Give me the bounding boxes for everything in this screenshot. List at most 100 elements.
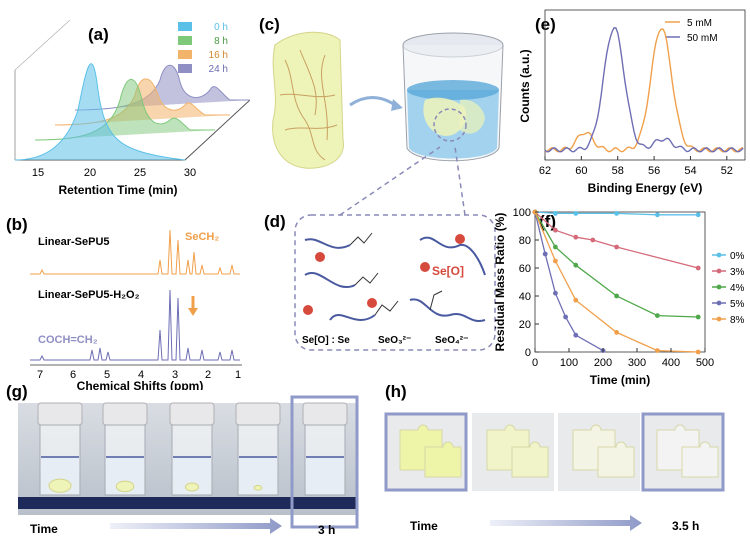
panel-c-illustration: (c) [259, 15, 504, 169]
panel-d-label: (d) [264, 212, 286, 231]
chart-f-point [553, 211, 558, 216]
acrylate-groups [349, 232, 443, 316]
chart-f-legend-label: 3% [730, 267, 745, 278]
chart-f-ytick-label: 80 [519, 235, 531, 247]
legend-8h: 8 h [214, 36, 228, 47]
chart-f-legend-label: 0% [730, 251, 745, 262]
chart-e-frame [544, 9, 746, 161]
svg-text:7: 7 [37, 369, 43, 381]
svg-text:6: 6 [70, 369, 76, 381]
trace2-label: Linear-SePU5-H₂O₂ [38, 289, 140, 301]
trace-sepu5-h2o2 [30, 289, 240, 361]
trace1-label: Linear-SePU5 [38, 236, 110, 248]
chart-f-xtick-label: 400 [662, 357, 680, 369]
chart-f-point [563, 314, 568, 320]
chart-e-tick-label: 62 [539, 165, 551, 177]
svg-text:20: 20 [84, 167, 96, 179]
legend-16h: 16 h [209, 50, 228, 61]
puzzle-piece [424, 441, 462, 478]
puzzle-frame [472, 413, 554, 491]
chart-f-ytick-label: 0 [525, 347, 531, 359]
chart-f-point [573, 234, 579, 240]
chart-f-line-4 [534, 211, 699, 353]
panel-a-xlabel: Retention Time (min) [58, 183, 177, 197]
se-oxidant-dots [303, 234, 465, 315]
svg-text:SeO₄²⁻: SeO₄²⁻ [435, 335, 468, 346]
panel-b-xlabel: Chemical Shifts (ppm) [77, 379, 204, 390]
svg-text:25: 25 [134, 167, 146, 179]
chart-f-point [590, 237, 596, 243]
chart-f-legend-marker [716, 300, 722, 306]
puzzle-piece [511, 441, 549, 478]
vial [235, 402, 281, 496]
panel-h-photo: (h) Time 3.5 h [384, 385, 725, 533]
chart-f-xtick-label: 500 [696, 357, 714, 369]
chart-f-ytick-label: 100 [513, 207, 531, 219]
se-o-label: Se[O] [432, 264, 464, 278]
chart-f-xtick-label: 200 [594, 357, 612, 369]
chart-f-point [655, 348, 660, 353]
chart-f-xtick-label: 0 [532, 357, 538, 369]
panel-a-gpc: (a) 0 h 8 h 16 h 24 h 15 20 25 30 Retent… [14, 19, 250, 197]
chart-f-legend-label: 4% [730, 283, 745, 294]
panel-a-legend: 0 h 8 h 16 h 24 h [178, 22, 228, 75]
chart-f-legend-marker [716, 284, 722, 290]
panel-d-bottom: Se[O] : Se SeO₃²⁻ SeO₄²⁻ [302, 335, 468, 346]
chart-f-point [695, 349, 701, 355]
chart-e-series-0 [544, 28, 744, 153]
chart-f-point [573, 332, 579, 338]
trace-sepu5 [30, 229, 240, 275]
chart-f-point [614, 211, 619, 216]
chart-e-tick-label: 58 [612, 165, 624, 177]
chart-f-point [614, 244, 619, 250]
legend-50mm: 50 mM [687, 33, 718, 44]
curve-0h [14, 63, 186, 161]
chart-f-point [573, 297, 579, 303]
se-ch2-label: SeCH₂ [185, 231, 219, 243]
chart-e-tick-label: 52 [721, 165, 733, 177]
chart-f-point [614, 330, 619, 335]
chart-f-point [553, 244, 558, 250]
chart-e-xlabel: Binding Energy (eV) [588, 181, 703, 195]
vial [169, 402, 215, 496]
chart-f-legend-label: 8% [730, 315, 745, 326]
chart-f-xtick-label: 100 [560, 357, 578, 369]
legend-0h: 0 h [214, 22, 228, 33]
panel-h-label: (h) [385, 385, 407, 401]
chart-f-ylabel: Residual Mass Ratio (%) [493, 213, 507, 352]
chart-f-point [573, 211, 579, 216]
chart-f-ytick-label: 20 [519, 319, 531, 331]
gel-piece [184, 482, 200, 492]
svg-text:30: 30 [184, 167, 196, 179]
svg-text:2: 2 [205, 369, 211, 381]
chart-f-line-0 [534, 211, 699, 216]
panel-g-label: (g) [6, 385, 28, 401]
chart-f-point [542, 251, 548, 257]
beaker [402, 32, 504, 162]
chart-f-point [553, 227, 558, 233]
chart-e-ylabel: Counts (a.u.) [518, 49, 532, 122]
chart-f-point [553, 258, 558, 264]
chart-f-legend-marker [716, 268, 722, 274]
coch-label: COCH=CH₂ [38, 334, 98, 346]
chart-f-point [695, 212, 701, 218]
panel-a-label: (a) [88, 25, 109, 44]
vial [37, 402, 83, 496]
chart-f-point [553, 290, 558, 296]
chart-f-point [695, 314, 701, 320]
svg-text:SeO₃²⁻: SeO₃²⁻ [378, 335, 411, 346]
panel-c-label: (c) [259, 15, 280, 34]
chart-f-point [573, 262, 579, 268]
vial [302, 402, 348, 496]
chart-f-point [655, 212, 660, 218]
chart-f-point [614, 293, 619, 299]
chart-e-tick-label: 56 [648, 165, 660, 177]
panel-d-mechanism: (d) Se[O] Se[O] : Se SeO₃²⁻ SeO₄²⁻ [264, 146, 496, 351]
panel-b-nmr: (b) Linear-SePU5 SeCH₂ Linear-SePU5-H₂O₂… [6, 215, 242, 390]
panel-g-time: Time [30, 522, 58, 536]
puzzle-frame [641, 412, 725, 492]
polymer-chains [304, 236, 486, 323]
gel-piece [253, 485, 263, 491]
chart-f-legend-marker [716, 252, 722, 258]
